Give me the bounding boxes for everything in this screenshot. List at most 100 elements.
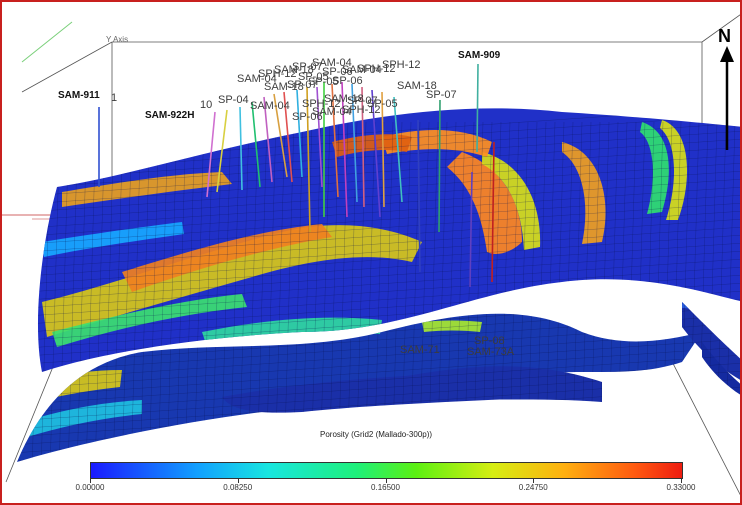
well-trajectory	[251, 101, 261, 188]
well-label-sph-12[interactable]: SPH-12	[382, 59, 421, 71]
porosity-band	[640, 122, 669, 214]
well-label-clustered[interactable]: SPH-12	[342, 104, 381, 116]
porosity-band	[62, 172, 232, 207]
well-label-clustered[interactable]: SP-07	[292, 61, 323, 73]
well-label-clustered[interactable]: SP-06	[322, 66, 353, 78]
y-axis-label: Y Axis	[106, 35, 129, 44]
porosity-band	[422, 320, 482, 332]
grid-line	[139, 121, 151, 462]
grid-line	[17, 226, 740, 278]
legend-tick	[385, 478, 387, 483]
well-trajectory	[341, 81, 348, 218]
grid-line	[17, 186, 740, 238]
grid-line	[112, 121, 124, 462]
well-label-clustered[interactable]: SP-05	[367, 98, 398, 110]
grid-line	[202, 121, 214, 462]
porosity-band	[22, 400, 142, 438]
grid-line	[211, 121, 223, 462]
well-label-sp-04[interactable]: SP-04	[218, 94, 249, 106]
grid-line	[17, 250, 740, 302]
porosity-color-bar	[90, 462, 683, 479]
well-label-clustered[interactable]: SAM-04	[250, 100, 290, 112]
well-trajectory	[417, 119, 421, 273]
well-label-sam-18[interactable]: SAM-18	[397, 80, 437, 92]
well-label-sam-04[interactable]: SAM-04	[312, 57, 352, 69]
well-trajectory	[469, 171, 473, 288]
grid-line	[17, 266, 740, 318]
well-trajectory	[273, 93, 288, 178]
well-label-clustered[interactable]: SP-05	[308, 76, 339, 88]
well-label-clustered[interactable]: SPH-12	[302, 98, 341, 110]
well-trajectory	[371, 89, 381, 218]
grid-line	[166, 121, 178, 462]
grid-line	[17, 138, 740, 190]
well-label-clustered[interactable]: SAM-18	[264, 81, 304, 93]
well-label-clustered[interactable]: SAM-18	[324, 93, 364, 105]
grid-line	[17, 258, 740, 310]
well-label-sam-922h[interactable]: SAM-922H	[145, 110, 195, 121]
well-label-clustered[interactable]: SAM-04	[237, 73, 277, 85]
grid-line	[85, 121, 97, 462]
well-label-sam-911[interactable]: SAM-911	[58, 90, 100, 101]
well-label-sam-909[interactable]: SAM-909	[458, 50, 501, 61]
well-label-clustered[interactable]: SAM-04	[342, 64, 382, 76]
well-trajectory	[216, 109, 228, 193]
grid-line	[238, 121, 250, 462]
well-trajectory	[316, 86, 323, 188]
legend-tick	[90, 478, 91, 483]
grid-line	[94, 121, 106, 462]
grid-line	[17, 362, 740, 414]
well-trajectory	[491, 141, 495, 283]
well-label-clustered[interactable]: SPH-12	[258, 68, 297, 80]
grid-line	[103, 121, 115, 462]
grid-line	[175, 121, 187, 462]
legend-tick-label: 0.08250	[223, 483, 253, 492]
grid-line	[17, 338, 740, 390]
well-trajectory	[361, 86, 365, 208]
well-label-sp-07[interactable]: SP-07	[426, 89, 457, 101]
grid-line	[148, 121, 160, 462]
grid-line	[17, 194, 740, 246]
porosity-band	[447, 152, 522, 254]
porosity-band	[42, 222, 184, 257]
well-label-1[interactable]: 1	[111, 92, 118, 104]
porosity-band	[332, 134, 412, 157]
well-label-sam-73a[interactable]: SAM-73A	[467, 346, 515, 358]
well-label-clustered[interactable]: SPH-12	[357, 63, 396, 75]
well-trajectory	[438, 99, 441, 233]
porosity-band	[562, 142, 606, 244]
well-label-sp-08[interactable]: SP-08	[474, 335, 505, 347]
well-trajectory	[351, 83, 358, 203]
well-label-clustered[interactable]: SP-05	[298, 71, 329, 83]
axis-line-green	[21, 21, 73, 63]
grid-line	[17, 130, 740, 182]
grid-line	[17, 354, 740, 406]
well-label-clustered[interactable]: SAM-18	[274, 64, 314, 76]
legend-title: Porosity (Grid2 (Mallado-300p))	[320, 430, 433, 439]
legend-tick-label: 0.16500	[371, 483, 400, 492]
well-label-clustered[interactable]: SP-06	[332, 75, 363, 87]
grid-line	[121, 121, 133, 462]
well-trajectory	[381, 91, 385, 208]
well-label-clustered[interactable]: SAM-04	[312, 106, 352, 118]
well-label-clustered[interactable]: SP-07	[287, 79, 318, 91]
grid-line	[220, 121, 232, 462]
grid-line	[17, 218, 740, 270]
legend-tick	[533, 478, 535, 483]
well-label-10[interactable]: 10	[200, 99, 213, 111]
porosity-band	[42, 225, 422, 337]
well-trajectory	[239, 106, 243, 191]
legend-tick	[681, 478, 682, 483]
well-trajectories	[98, 63, 495, 288]
grid-line	[229, 121, 241, 462]
well-trajectory	[331, 83, 339, 198]
legend-tick-label: 0.33000	[666, 483, 696, 492]
legend-tick-label: 0.00000	[75, 483, 105, 492]
well-label-clustered[interactable]: SP-06	[292, 111, 323, 123]
grid-line	[17, 234, 740, 286]
well-label-clustered[interactable]: SP-07	[347, 95, 378, 107]
grid-line	[157, 121, 169, 462]
well-label-sam-71[interactable]: SAM-71	[400, 344, 440, 356]
